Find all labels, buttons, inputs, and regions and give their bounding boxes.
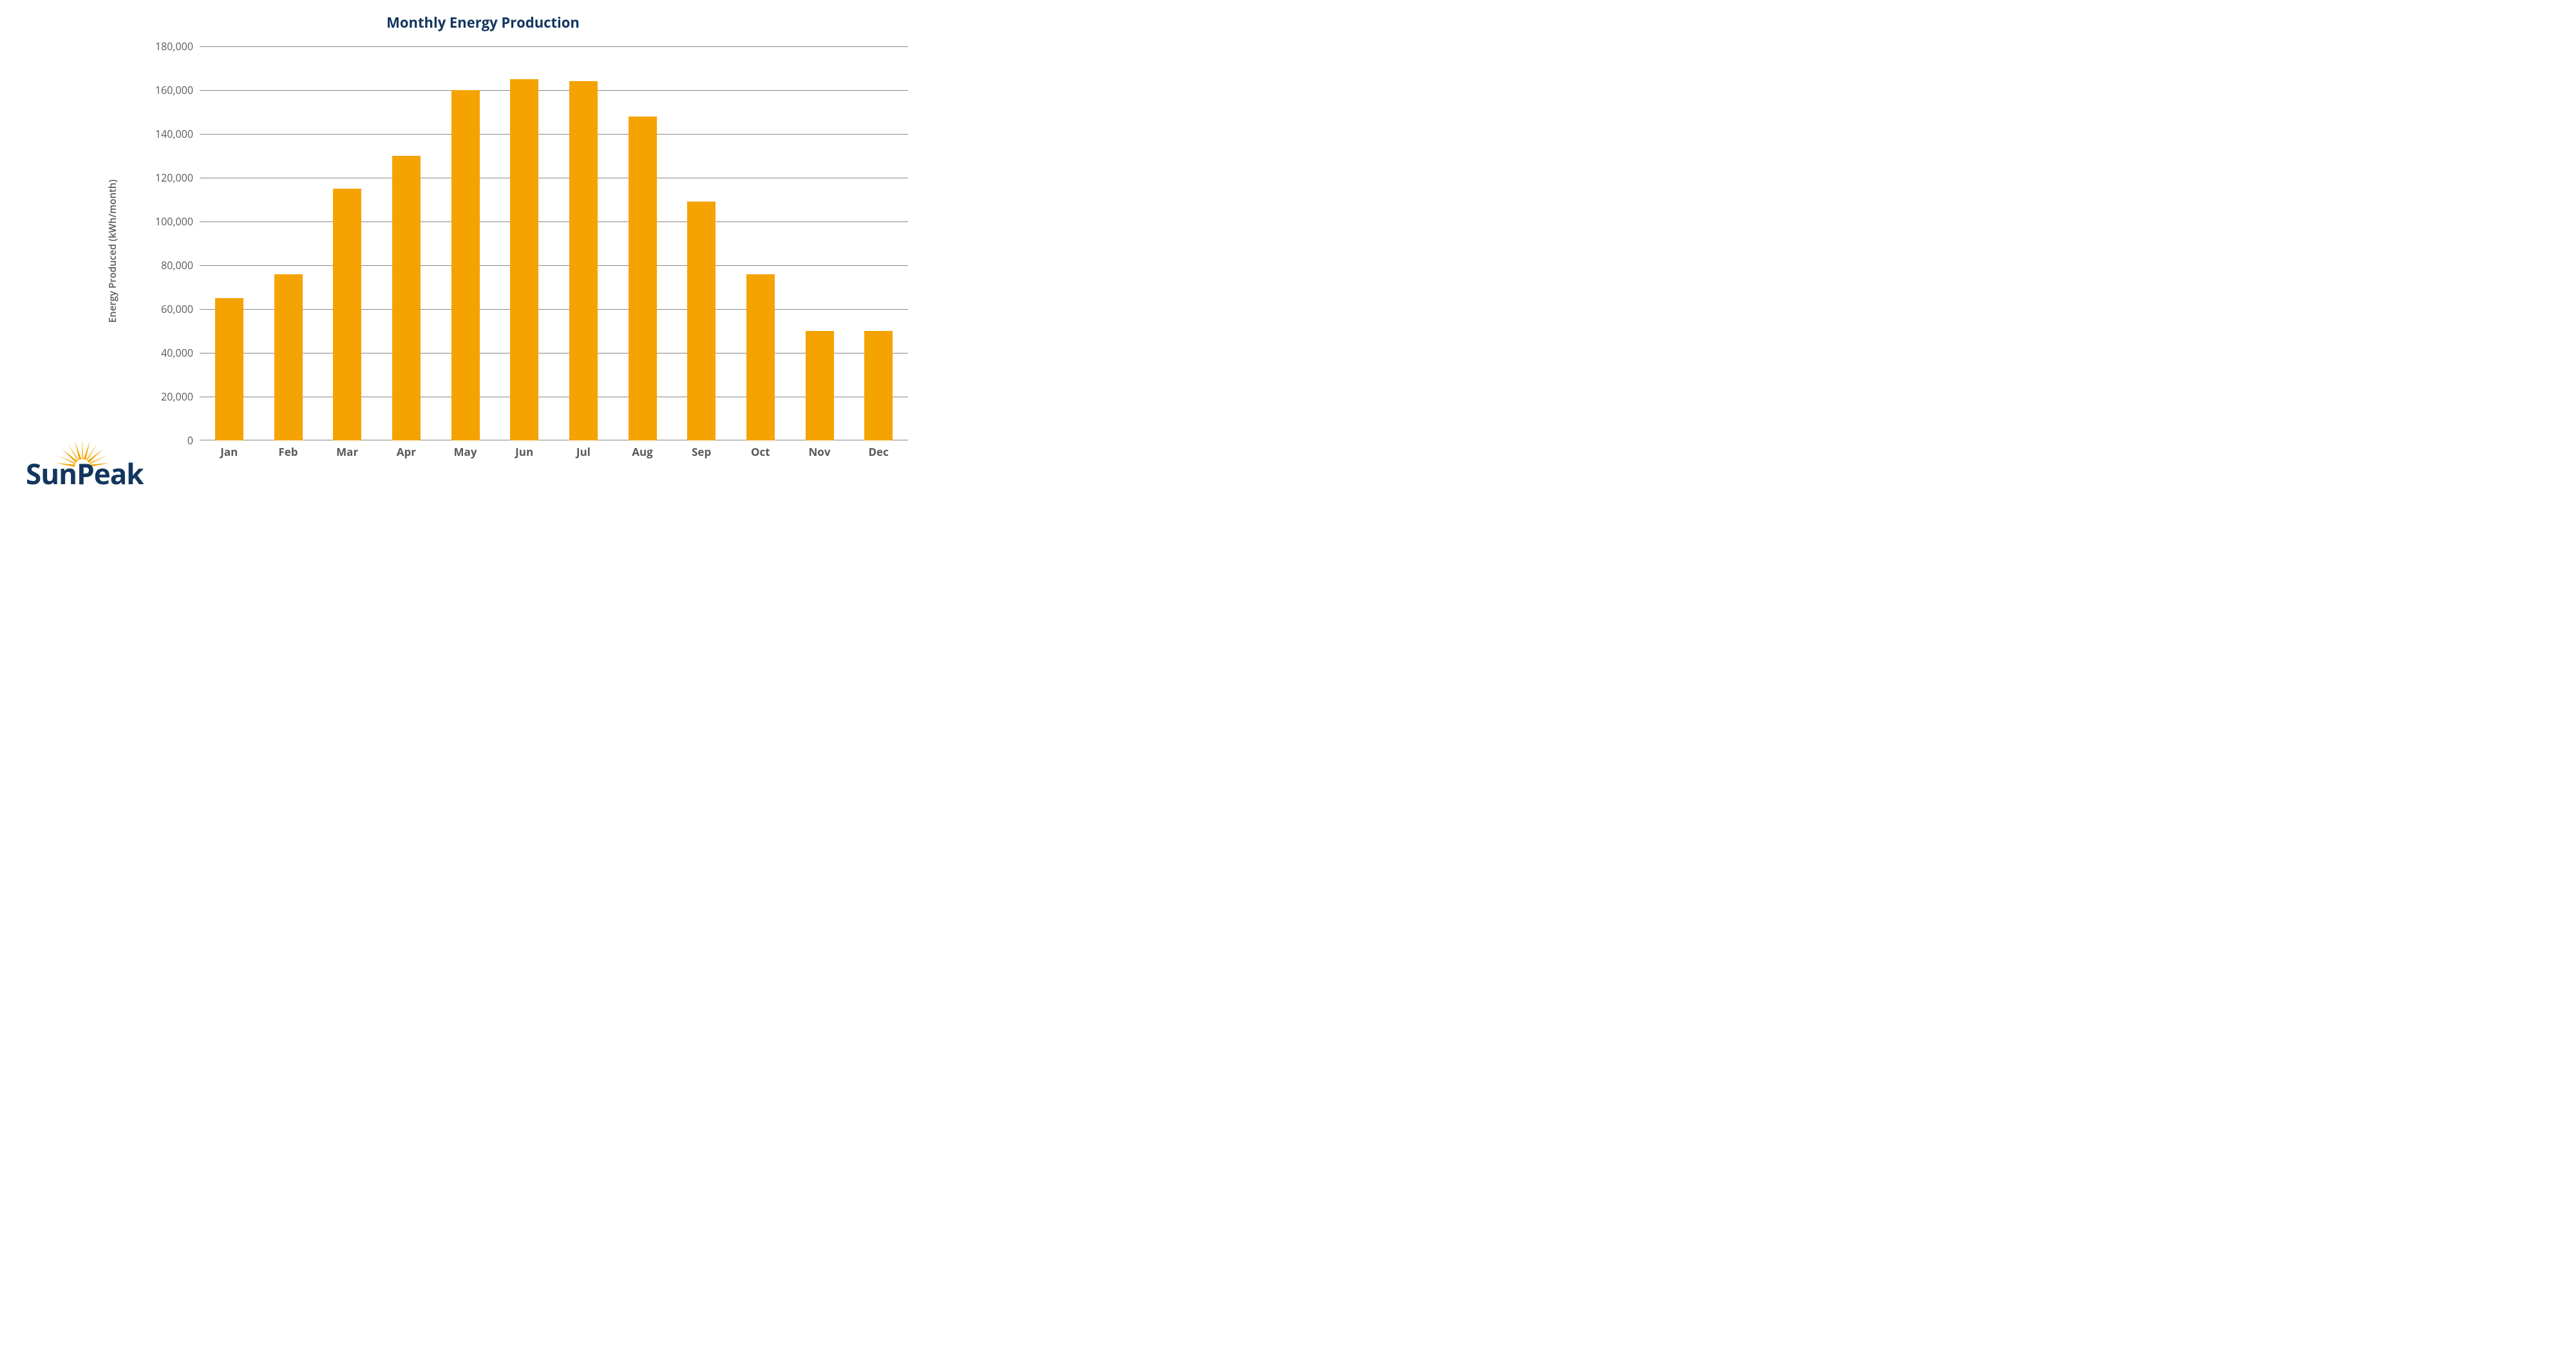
y-tick-label: 0 xyxy=(187,433,193,447)
x-tick-label: Mar xyxy=(336,444,358,459)
x-tick-label: Jan xyxy=(220,444,238,459)
x-tick-label: Aug xyxy=(632,444,653,459)
y-tick-label: 180,000 xyxy=(155,39,193,53)
x-tick-label: Apr xyxy=(397,444,416,459)
x-tick-label: Dec xyxy=(868,444,888,459)
y-tick-label: 60,000 xyxy=(161,302,193,316)
y-tick-label: 160,000 xyxy=(155,83,193,97)
plot-area: 020,00040,00060,00080,000100,000120,0001… xyxy=(200,46,908,440)
grid-line xyxy=(200,265,908,266)
y-axis-label: Energy Produced (kWh/month) xyxy=(106,180,119,323)
bar xyxy=(451,90,480,440)
x-tick-label: Jul xyxy=(576,444,591,459)
bar xyxy=(806,331,834,440)
bar xyxy=(629,117,657,440)
bar xyxy=(569,81,598,440)
x-tick-label: Oct xyxy=(751,444,770,459)
grid-line xyxy=(200,90,908,91)
bar xyxy=(687,202,715,440)
x-tick-label: Jun xyxy=(515,444,533,459)
y-tick-label: 120,000 xyxy=(155,171,193,185)
brand-logo: SunPeak xyxy=(26,428,161,487)
brand-name: SunPeak xyxy=(26,459,161,487)
grid-line xyxy=(200,46,908,47)
y-tick-label: 140,000 xyxy=(155,127,193,141)
chart-page: Monthly Energy Production Energy Produce… xyxy=(0,0,966,505)
chart-title: Monthly Energy Production xyxy=(0,13,966,32)
x-tick-label: Feb xyxy=(278,444,298,459)
bar xyxy=(746,274,775,440)
bar xyxy=(510,79,538,440)
bar xyxy=(333,189,361,440)
bar xyxy=(392,156,421,440)
grid-line xyxy=(200,134,908,135)
bar xyxy=(274,274,303,440)
y-tick-label: 20,000 xyxy=(161,390,193,404)
bar xyxy=(215,298,243,440)
y-tick-label: 80,000 xyxy=(161,258,193,272)
x-tick-label: Nov xyxy=(808,444,830,459)
grid-line xyxy=(200,221,908,222)
y-tick-label: 100,000 xyxy=(155,214,193,229)
bar xyxy=(864,331,893,440)
y-tick-label: 40,000 xyxy=(161,346,193,360)
x-tick-label: May xyxy=(454,444,477,459)
x-tick-label: Sep xyxy=(692,444,711,459)
grid-line xyxy=(200,309,908,310)
